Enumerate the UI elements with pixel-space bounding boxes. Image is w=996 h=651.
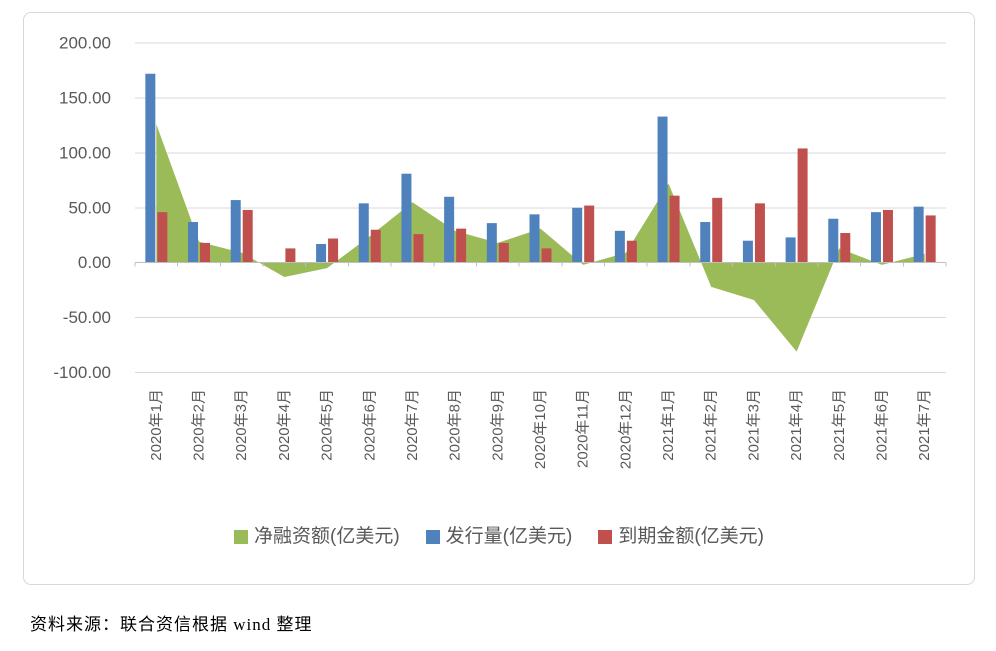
svg-text:2021年2月: 2021年2月 [703, 389, 720, 461]
svg-text:2021年5月: 2021年5月 [831, 389, 848, 461]
svg-text:-100.00: -100.00 [53, 363, 111, 382]
legend-item-maturity: 到期金额(亿美元) [598, 527, 764, 546]
y-axis-labels: 200.00 150.00 100.00 50.00 0.00 -50.00 -100.00 [53, 34, 111, 383]
bar [840, 233, 851, 263]
chart-frame: 200.00 150.00 100.00 50.00 0.00 -50.00 -100.00… [23, 12, 975, 585]
svg-text:2021年4月: 2021年4月 [788, 389, 805, 461]
svg-text:2021年1月: 2021年1月 [660, 389, 677, 461]
bar [657, 116, 668, 263]
svg-text:2020年5月: 2020年5月 [319, 389, 336, 461]
bar [157, 212, 168, 263]
bar [285, 248, 296, 263]
svg-text:2020年8月: 2020年8月 [447, 389, 464, 461]
bar [700, 222, 711, 263]
svg-text:2021年7月: 2021年7月 [916, 389, 933, 461]
x-axis-labels: 2020年1月 2020年2月 2020年3月 2020年4月 2020年5月 2020年… [148, 389, 933, 469]
bar [230, 200, 241, 263]
legend-label-maturity: 到期金额(亿美元) [618, 526, 764, 547]
maturity-bars [157, 148, 936, 263]
legend-item-issuance: 发行量(亿美元) [425, 526, 573, 547]
bar [328, 238, 339, 263]
svg-text:0.00: 0.00 [78, 253, 111, 272]
svg-text:2020年12月: 2020年12月 [617, 389, 634, 469]
bar [188, 222, 199, 263]
bar [316, 243, 327, 263]
bar [584, 205, 595, 263]
svg-text:50.00: 50.00 [68, 198, 111, 217]
bar [498, 242, 509, 263]
bar [614, 230, 625, 263]
legend-label-net-financing: 净融资额(亿美元) [254, 526, 400, 547]
svg-text:2020年2月: 2020年2月 [191, 389, 208, 461]
svg-text:2020年7月: 2020年7月 [404, 389, 421, 461]
area-series-net-financing [156, 124, 925, 352]
bar [413, 234, 424, 263]
svg-text:2020年6月: 2020年6月 [361, 389, 378, 461]
svg-text:2020年1月: 2020年1月 [148, 389, 165, 461]
bar [456, 228, 467, 263]
bar [669, 195, 680, 263]
svg-text:100.00: 100.00 [59, 143, 111, 162]
bar [925, 215, 936, 263]
legend-swatch-issuance [425, 529, 440, 544]
bar [401, 173, 412, 263]
svg-text:2020年3月: 2020年3月 [233, 389, 250, 461]
bar [370, 229, 381, 263]
plot-svg: 200.00 150.00 100.00 50.00 0.00 -50.00 -100.00… [53, 34, 947, 469]
bar [712, 197, 723, 263]
legend-label-issuance: 发行量(亿美元) [445, 526, 573, 547]
svg-text:2021年6月: 2021年6月 [873, 389, 890, 461]
bar [444, 196, 455, 263]
bar [486, 223, 497, 263]
bar [572, 207, 583, 263]
svg-text:2020年10月: 2020年10月 [532, 389, 549, 469]
x-axis [134, 262, 947, 267]
svg-text:-50.00: -50.00 [63, 308, 111, 327]
bar [541, 248, 552, 263]
bar [913, 206, 924, 263]
bar [358, 203, 369, 263]
bar [754, 203, 765, 263]
bar [145, 73, 156, 263]
svg-text:2021年3月: 2021年3月 [745, 389, 762, 461]
legend-item-net-financing: 净融资额(亿美元) [234, 527, 400, 546]
svg-text:200.00: 200.00 [59, 34, 111, 53]
legend-swatch-maturity [598, 529, 613, 544]
bar [870, 212, 881, 263]
bar [797, 148, 808, 263]
legend-swatch-net-financing [234, 529, 249, 544]
issuance-bars [145, 73, 924, 263]
bar [882, 209, 893, 263]
svg-text:150.00: 150.00 [59, 88, 111, 107]
bar [242, 209, 253, 263]
bar [828, 218, 839, 263]
bar [626, 240, 637, 263]
bar [529, 214, 540, 263]
svg-text:2020年11月: 2020年11月 [575, 389, 592, 468]
bar [200, 242, 211, 263]
source-note: 资料来源：联合资信根据 wind 整理 [30, 615, 313, 634]
bar [785, 237, 796, 263]
gridlines [135, 42, 946, 373]
bar [742, 240, 753, 263]
chart-legend: 净融资额(亿美元) 发行量(亿美元) 到期金额(亿美元) [24, 527, 974, 546]
svg-text:2020年9月: 2020年9月 [489, 389, 506, 461]
svg-text:2020年4月: 2020年4月 [276, 389, 293, 461]
